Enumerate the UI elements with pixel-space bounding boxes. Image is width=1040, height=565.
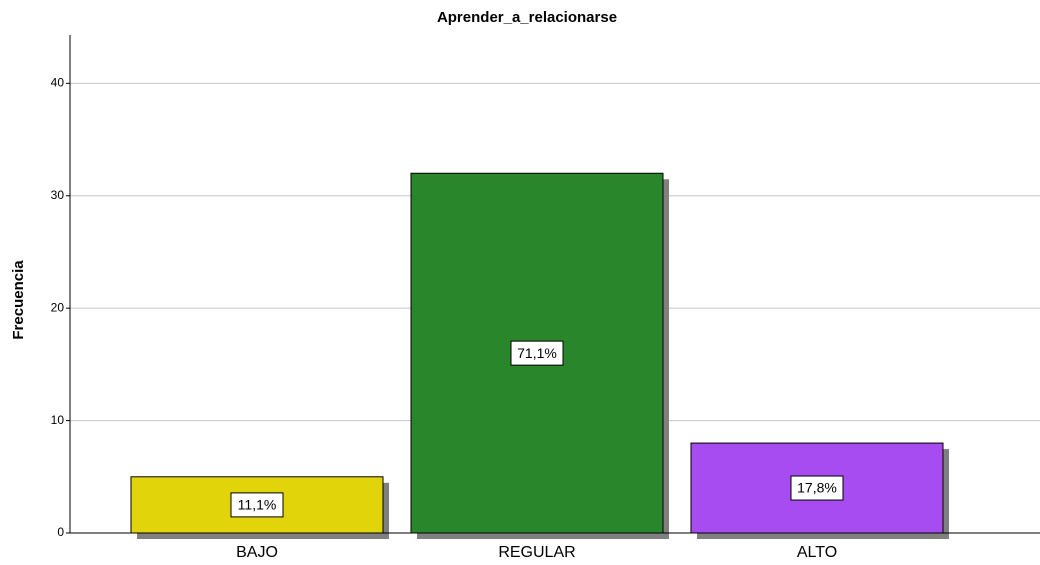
chart-title: Aprender_a_relacionarse	[437, 9, 617, 26]
data-label-box	[790, 475, 844, 501]
y-tick-label: 10	[51, 413, 65, 427]
data-label: 11,1%	[238, 497, 277, 513]
data-label: 17,8%	[797, 480, 837, 496]
x-tick-label: ALTO	[797, 544, 837, 561]
y-tick-label: 30	[51, 188, 65, 202]
y-tick-label: 20	[51, 300, 65, 314]
x-tick-label: BAJO	[236, 544, 278, 561]
data-label-box	[230, 492, 284, 518]
data-label-box	[510, 340, 564, 366]
y-tick-label: 0	[57, 525, 64, 539]
y-tick-label: 40	[51, 76, 65, 90]
data-label: 71,1%	[517, 345, 557, 361]
y-axis-label: Frecuencia	[10, 260, 27, 340]
x-tick-label: REGULAR	[498, 544, 575, 561]
